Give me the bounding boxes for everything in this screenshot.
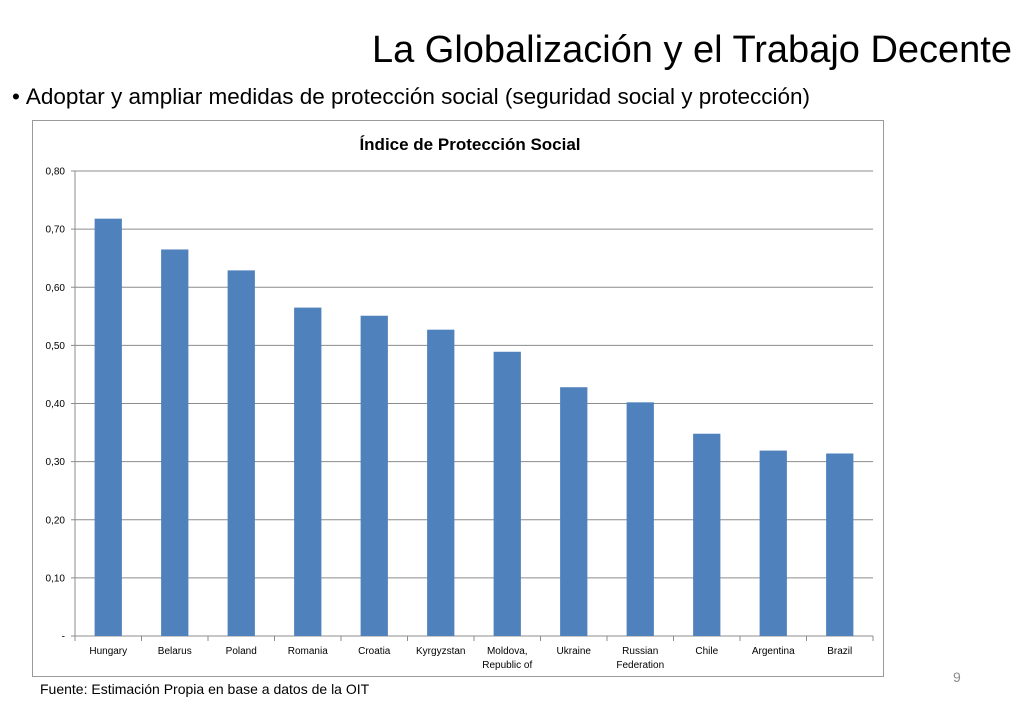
x-tick-label: Poland: [226, 646, 257, 657]
y-tick-label: -: [62, 632, 65, 643]
y-tick-label: 0,70: [46, 225, 66, 236]
x-tick-label: Chile: [695, 646, 718, 657]
slide-title: La Globalización y el Trabajo Decente: [371, 29, 1012, 71]
bar-poland: [227, 270, 255, 636]
page-number: 9: [953, 669, 961, 685]
y-tick-label: 0,10: [46, 573, 66, 584]
bar-kyrgyzstan: [427, 329, 455, 636]
x-tick-label: Kyrgyzstan: [416, 646, 465, 657]
x-tick-label: Argentina: [752, 646, 795, 657]
x-tick-label-line: Ukraine: [557, 646, 592, 657]
x-tick-label: Romania: [288, 646, 328, 657]
bar-hungary: [94, 218, 122, 636]
bullet-text: Adoptar y ampliar medidas de protección …: [25, 84, 811, 109]
y-tick-label: 0,80: [46, 167, 66, 178]
x-tick-label: Russian Federation: [616, 646, 664, 671]
x-tick-label: Hungary: [89, 646, 127, 657]
x-tick-label-line: Russian: [622, 646, 658, 657]
bar-croatia: [360, 315, 388, 636]
bar-brazil: [826, 453, 854, 636]
bar-moldova-republic-of: [493, 351, 521, 636]
x-tick-label-line: Belarus: [158, 646, 192, 657]
x-tick-label-line: Poland: [226, 646, 257, 657]
chart-container: Índice de Protección Social - 0,10 0,20 0,30…: [32, 120, 884, 677]
x-tick-label-line: Chile: [695, 646, 718, 657]
bar-russian-federation: [626, 402, 654, 636]
x-tick-label-line: Argentina: [752, 646, 795, 657]
bar-romania: [294, 307, 322, 636]
x-tick-label-line: Romania: [288, 646, 328, 657]
x-tick-label: Moldova, Republic of: [482, 646, 532, 671]
bar-chart: Índice de Protección Social - 0,10 0,20 0,30…: [46, 135, 874, 671]
y-tick-label: 0,30: [46, 457, 66, 468]
bar-ukraine: [560, 387, 588, 636]
bar-belarus: [161, 249, 189, 636]
x-tick-label-line: Republic of: [482, 660, 532, 671]
x-tick-label-line: Kyrgyzstan: [416, 646, 465, 657]
y-tick-label: 0,40: [46, 399, 66, 410]
bar-chile: [693, 433, 721, 636]
x-tick-label: Ukraine: [557, 646, 592, 657]
bullet-item: • Adoptar y ampliar medidas de protección…: [12, 82, 810, 112]
x-tick-label-line: Hungary: [89, 646, 127, 657]
x-tick-label: Belarus: [158, 646, 192, 657]
chart-title: Índice de Protección Social: [359, 135, 580, 154]
x-tick-label-line: Federation: [616, 660, 664, 671]
source-note: Fuente: Estimación Propia en base a dato…: [40, 681, 370, 697]
y-tick-label: 0,20: [46, 515, 66, 526]
x-tick-label: Brazil: [827, 646, 852, 657]
x-tick-label: Croatia: [358, 646, 391, 657]
x-tick-label-line: Croatia: [358, 646, 391, 657]
x-tick-label-line: Moldova,: [487, 646, 528, 657]
bullet-marker: •: [12, 84, 20, 109]
bar-argentina: [759, 450, 787, 636]
y-tick-label: 0,60: [46, 283, 66, 294]
y-tick-label: 0,50: [46, 341, 66, 352]
x-tick-label-line: Brazil: [827, 646, 852, 657]
